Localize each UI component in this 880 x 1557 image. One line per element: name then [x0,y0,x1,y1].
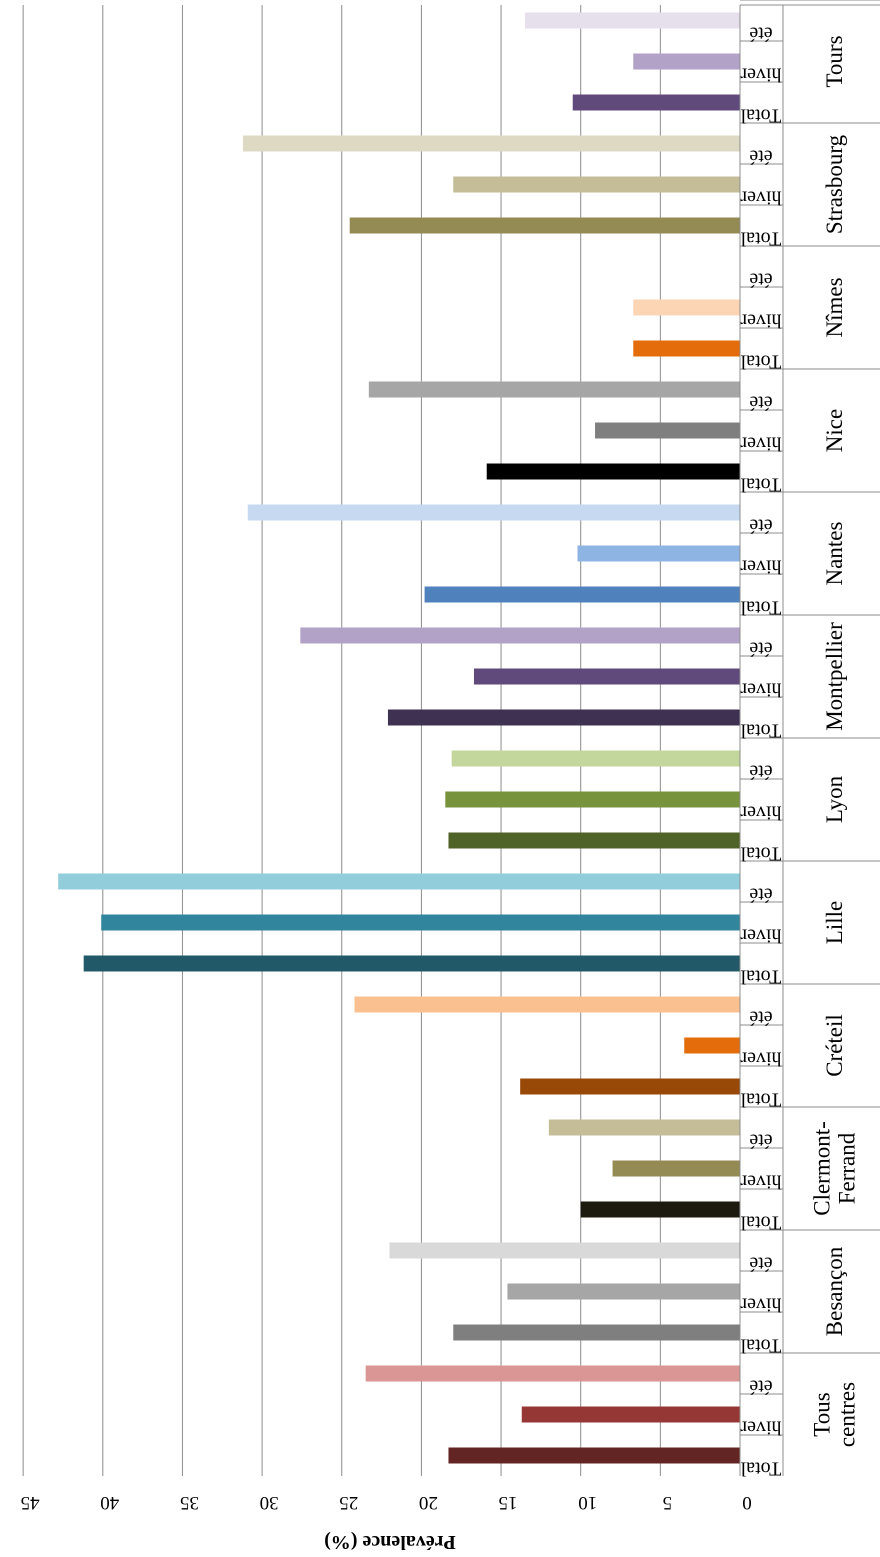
bar [612,1160,740,1177]
bar [507,1283,740,1300]
subcategory-label: hiver [740,679,781,701]
subcategory-label: été [749,515,772,537]
subcategory-label: Total [740,966,781,988]
value-tick-label: 15 [499,1492,518,1513]
subcategory-label: hiver [740,1294,781,1316]
bar [453,1324,740,1341]
bar [451,750,740,767]
group-label: Nice [822,409,847,452]
subcategory-label: été [749,1253,772,1275]
subcategory-label: été [749,638,772,660]
subcategory-label: Total [740,228,781,250]
subcategory-label: hiver [740,1048,781,1070]
subcategory-label: été [749,1130,772,1152]
bar [521,1406,740,1423]
bar [580,1201,740,1218]
bar [354,996,740,1013]
label-layer: 0 5 10 15 20 25 30 35 40 45 Touscentres Total hiver é… [21,23,860,1514]
subcategory-label: été [749,269,772,291]
subcategory-label: Total [740,351,781,373]
subcategory-label: hiver [740,310,781,332]
bar [524,12,740,29]
subcategory-label: été [749,761,772,783]
axis-layer [739,0,880,1476]
subcategory-label: Total [740,474,781,496]
bar [389,1242,740,1259]
value-tick-label: 40 [100,1492,119,1513]
bar [424,586,740,603]
bar [548,1119,740,1136]
subcategory-label: été [749,1376,772,1398]
bar [387,709,740,726]
group-label: Strasbourg [822,134,847,234]
subcategory-label: Total [740,1335,781,1357]
group-label: Clermont-Ferrand [810,1121,860,1216]
bar [300,627,740,644]
bar-layer [58,12,741,1464]
subcategory-label: hiver [740,187,781,209]
value-tick-label: 0 [742,1492,752,1513]
subcategory-label: Total [740,843,781,865]
bar [684,1037,740,1054]
bar [448,1447,740,1464]
subcategory-label: été [749,392,772,414]
value-tick-label: 5 [663,1492,673,1513]
subcategory-label: été [749,146,772,168]
subcategory-label: Total [740,1212,781,1234]
subcategory-label: hiver [740,1417,781,1439]
group-label: Montpellier [822,622,847,731]
bar [101,914,740,931]
subcategory-label: hiver [740,925,781,947]
bar [520,1078,740,1095]
bar [445,791,740,808]
bar [242,135,740,152]
subcategory-label: hiver [740,556,781,578]
group-label: Nîmes [822,277,847,337]
grid-layer [22,5,741,1476]
bar [83,955,740,972]
group-label: Créteil [822,1014,847,1077]
group-label: Touscentres [810,1382,860,1447]
bar [633,53,740,70]
bar [572,94,740,111]
bar [448,832,740,849]
group-label: Tours [822,35,847,87]
subcategory-label: Total [740,1089,781,1111]
value-tick-label: 10 [578,1492,597,1513]
subcategory-label: été [749,1007,772,1029]
subcategory-label: été [749,23,772,45]
subcategory-label: hiver [740,433,781,455]
bar [349,217,740,234]
bar [633,299,740,316]
value-tick-label: 45 [21,1492,40,1513]
y-axis-label: Prévalence (%) [324,1531,456,1553]
subcategory-label: hiver [740,802,781,824]
subcategory-label: Total [740,597,781,619]
subcategory-label: Total [740,1458,781,1480]
subcategory-label: hiver [740,64,781,86]
value-tick-label: 30 [260,1492,279,1513]
group-label: Nantes [822,522,847,586]
bar [595,422,740,439]
group-label: Besançon [822,1246,847,1336]
bar [473,668,740,685]
bar [453,176,740,193]
bar [577,545,740,562]
value-tick-label: 20 [419,1492,438,1513]
bar [633,340,740,357]
bar [58,873,741,890]
subcategory-label: hiver [740,1171,781,1193]
value-tick-label: 25 [339,1492,358,1513]
group-label: Lille [822,901,847,944]
value-tick-label: 35 [180,1492,199,1513]
subcategory-label: été [749,884,772,906]
bar [486,463,740,480]
bar [247,504,740,521]
subcategory-label: Total [740,105,781,127]
group-label: Lyon [822,775,847,823]
subcategory-label: Total [740,720,781,742]
bar [368,381,740,398]
bar [365,1365,740,1382]
